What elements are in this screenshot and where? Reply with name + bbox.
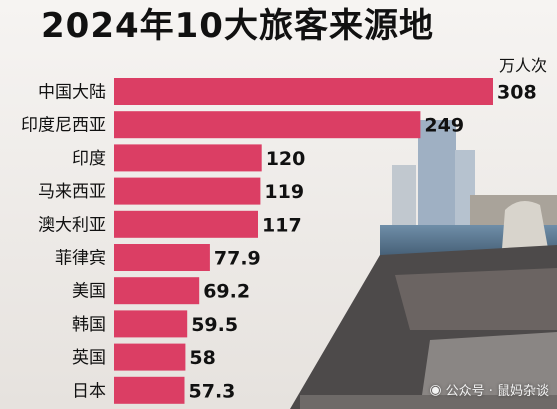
- value-label: 58: [189, 347, 215, 369]
- unit-label: 万人次: [498, 56, 547, 75]
- bar: [114, 343, 186, 371]
- value-label: 77.9: [214, 248, 261, 270]
- bar: [114, 310, 188, 338]
- value-label: 117: [262, 214, 302, 236]
- bar: [114, 376, 185, 404]
- value-label: 59.5: [191, 314, 238, 336]
- category-label: 日本: [72, 381, 106, 401]
- value-label: 249: [424, 115, 464, 137]
- value-label: 69.2: [203, 281, 250, 303]
- watermark-text: 公众号 · 鼠妈杂谈: [445, 384, 549, 399]
- chart-title: 2024年10大旅客来源地: [41, 6, 434, 46]
- bar: [114, 244, 210, 271]
- category-label: 澳大利亚: [38, 215, 106, 235]
- value-label: 119: [264, 181, 304, 203]
- category-label: 韩国: [72, 315, 106, 335]
- bar: [114, 78, 493, 105]
- category-label: 菲律宾: [55, 249, 106, 269]
- bar: [114, 111, 421, 139]
- category-label: 中国大陆: [38, 83, 106, 103]
- bar: [114, 177, 261, 205]
- category-label: 印度: [72, 149, 106, 169]
- category-label: 马来西亚: [38, 182, 106, 202]
- category-label: 美国: [72, 282, 106, 302]
- wechat-icon: ◉: [429, 381, 442, 398]
- bar: [114, 277, 200, 305]
- category-label: 英国: [72, 348, 106, 368]
- value-label: 57.3: [189, 380, 236, 402]
- value-label: 120: [266, 148, 306, 170]
- watermark: ◉ 公众号 · 鼠妈杂谈: [429, 380, 549, 400]
- bar: [114, 210, 258, 238]
- bar: [114, 144, 262, 172]
- value-label: 308: [497, 82, 537, 104]
- category-label: 印度尼西亚: [21, 116, 106, 136]
